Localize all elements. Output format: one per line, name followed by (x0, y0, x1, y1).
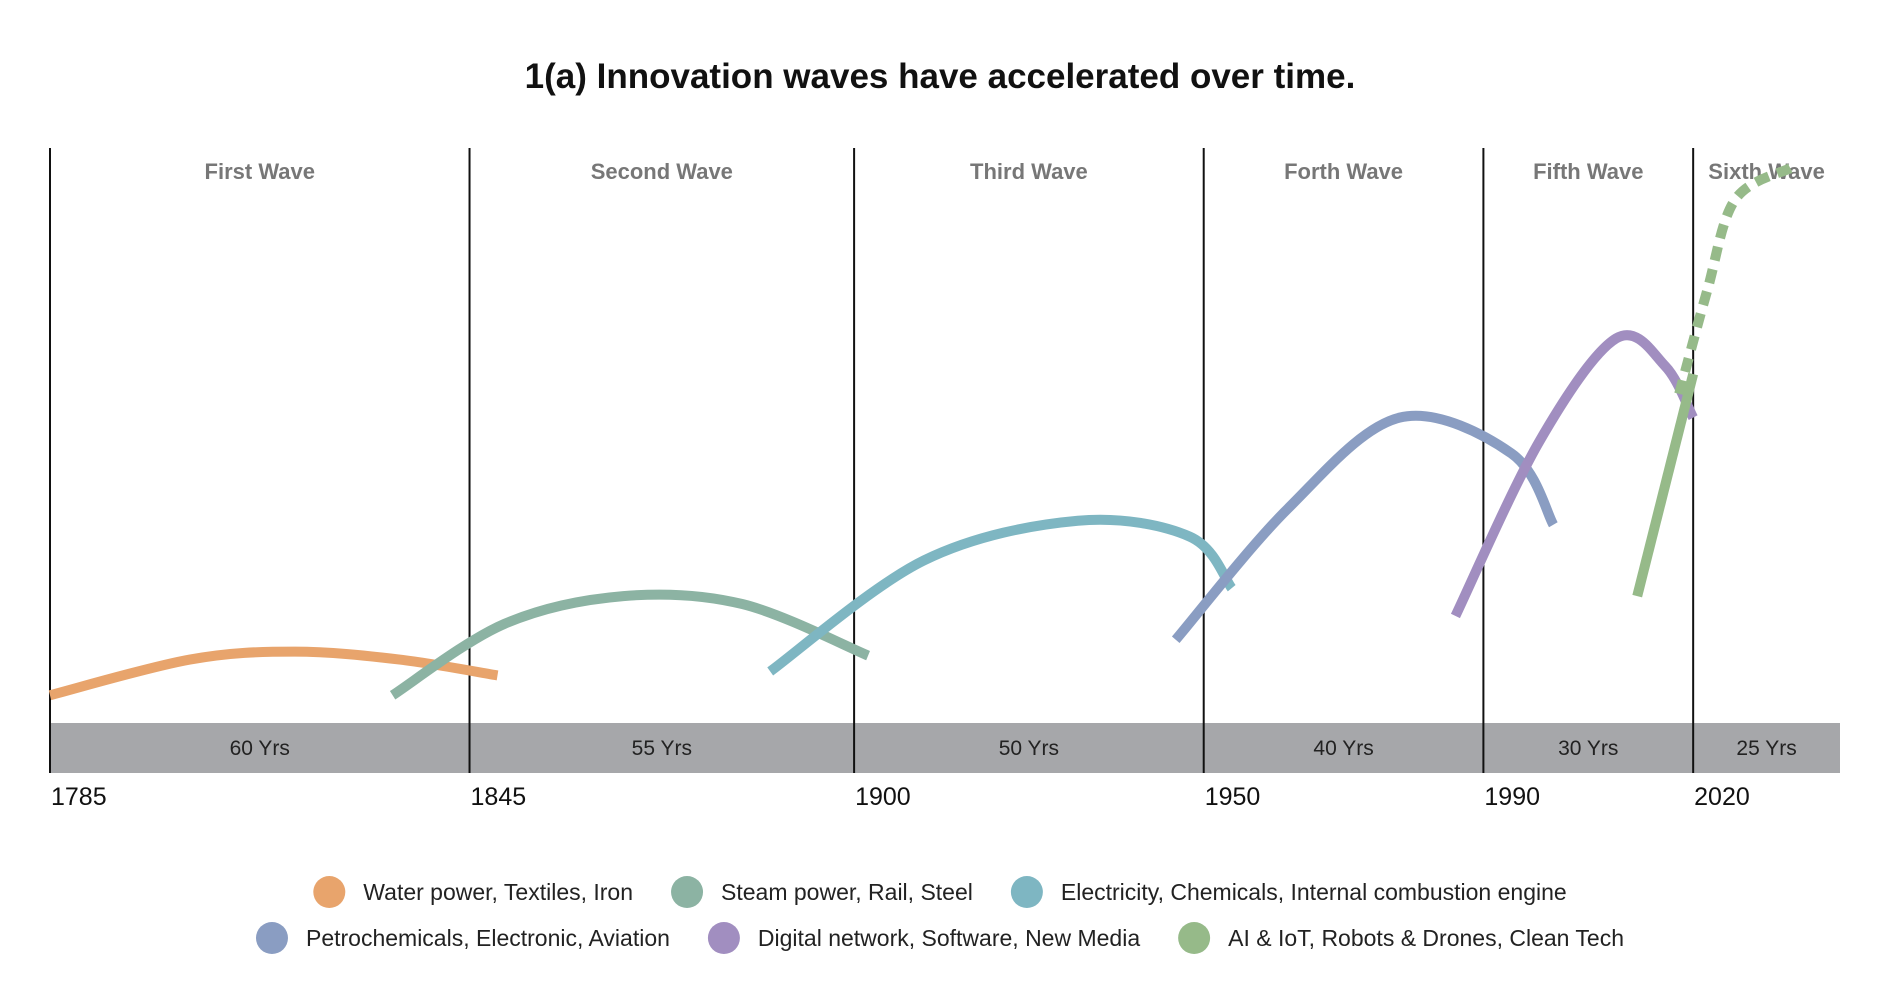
wave-labels: First Wave Second Wave Third Wave Forth Wav… (205, 159, 1825, 184)
legend-label: Digital network, Software, New Media (758, 925, 1140, 951)
legend-marker-icon (707, 922, 740, 954)
legend-item: Water power, Textiles, Iron (313, 876, 633, 908)
duration-label: 60 Yrs (230, 737, 290, 760)
legend-marker-icon (313, 876, 346, 908)
duration-label: 40 Yrs (1313, 737, 1373, 760)
legend-marker-icon (671, 876, 704, 908)
wave-curves (48, 163, 1794, 701)
legend-marker-icon (1178, 922, 1211, 954)
legend-marker-icon (255, 922, 288, 954)
legend-label: Electricity, Chemicals, Internal combust… (1061, 879, 1567, 905)
wave-label: First Wave (205, 159, 315, 184)
chart-title: 1(a) Innovation waves have accelerated o… (525, 57, 1356, 96)
duration-label: 50 Yrs (999, 737, 1059, 760)
legend-label: Petrochemicals, Electronic, Aviation (306, 925, 670, 951)
wave-label: Second Wave (591, 159, 733, 184)
legend-item: Petrochemicals, Electronic, Aviation (255, 922, 670, 954)
wave-label: Third Wave (970, 159, 1088, 184)
year-tick-label: 1845 (471, 783, 527, 811)
legend-item: Digital network, Software, New Media (707, 922, 1140, 954)
year-tick-label: 1785 (51, 783, 107, 811)
wave-curve-4 (1171, 410, 1558, 643)
wave-curve-7-projected (1674, 163, 1794, 396)
wave-curve-1 (48, 646, 499, 701)
legend-marker-icon (1010, 876, 1043, 908)
duration-label: 30 Yrs (1558, 737, 1618, 760)
wave-label: Fifth Wave (1533, 159, 1643, 184)
wave-label: Forth Wave (1284, 159, 1403, 184)
wave-curve-2 (389, 589, 871, 700)
year-axis-labels: 1785 1845 1900 1950 1990 2020 (51, 783, 1750, 811)
legend-label: AI & IoT, Robots & Drones, Clean Tech (1228, 925, 1624, 951)
duration-label: 25 Yrs (1736, 737, 1796, 760)
year-tick-label: 1900 (855, 783, 911, 811)
legend: Water power, Textiles, Iron Steam power, … (255, 876, 1624, 954)
wave-curve-3 (767, 514, 1236, 676)
duration-band-rect (50, 723, 1840, 773)
year-tick-label: 1990 (1484, 783, 1540, 811)
legend-label: Steam power, Rail, Steel (721, 879, 973, 905)
legend-item: Electricity, Chemicals, Internal combust… (1010, 876, 1567, 908)
duration-label: 55 Yrs (632, 737, 692, 760)
wave-curve-5 (1450, 330, 1698, 619)
wave-curve-6 (1632, 372, 1699, 598)
duration-band (50, 723, 1840, 773)
legend-item: AI & IoT, Robots & Drones, Clean Tech (1178, 922, 1624, 954)
legend-label: Water power, Textiles, Iron (363, 879, 633, 905)
era-dividers (49, 148, 1695, 773)
duration-labels: 60 Yrs 55 Yrs 50 Yrs 40 Yrs 30 Yrs 25 Yrs (230, 737, 1797, 760)
year-tick-label: 1950 (1205, 783, 1261, 811)
legend-item: Steam power, Rail, Steel (671, 876, 973, 908)
year-tick-label: 2020 (1694, 783, 1750, 811)
